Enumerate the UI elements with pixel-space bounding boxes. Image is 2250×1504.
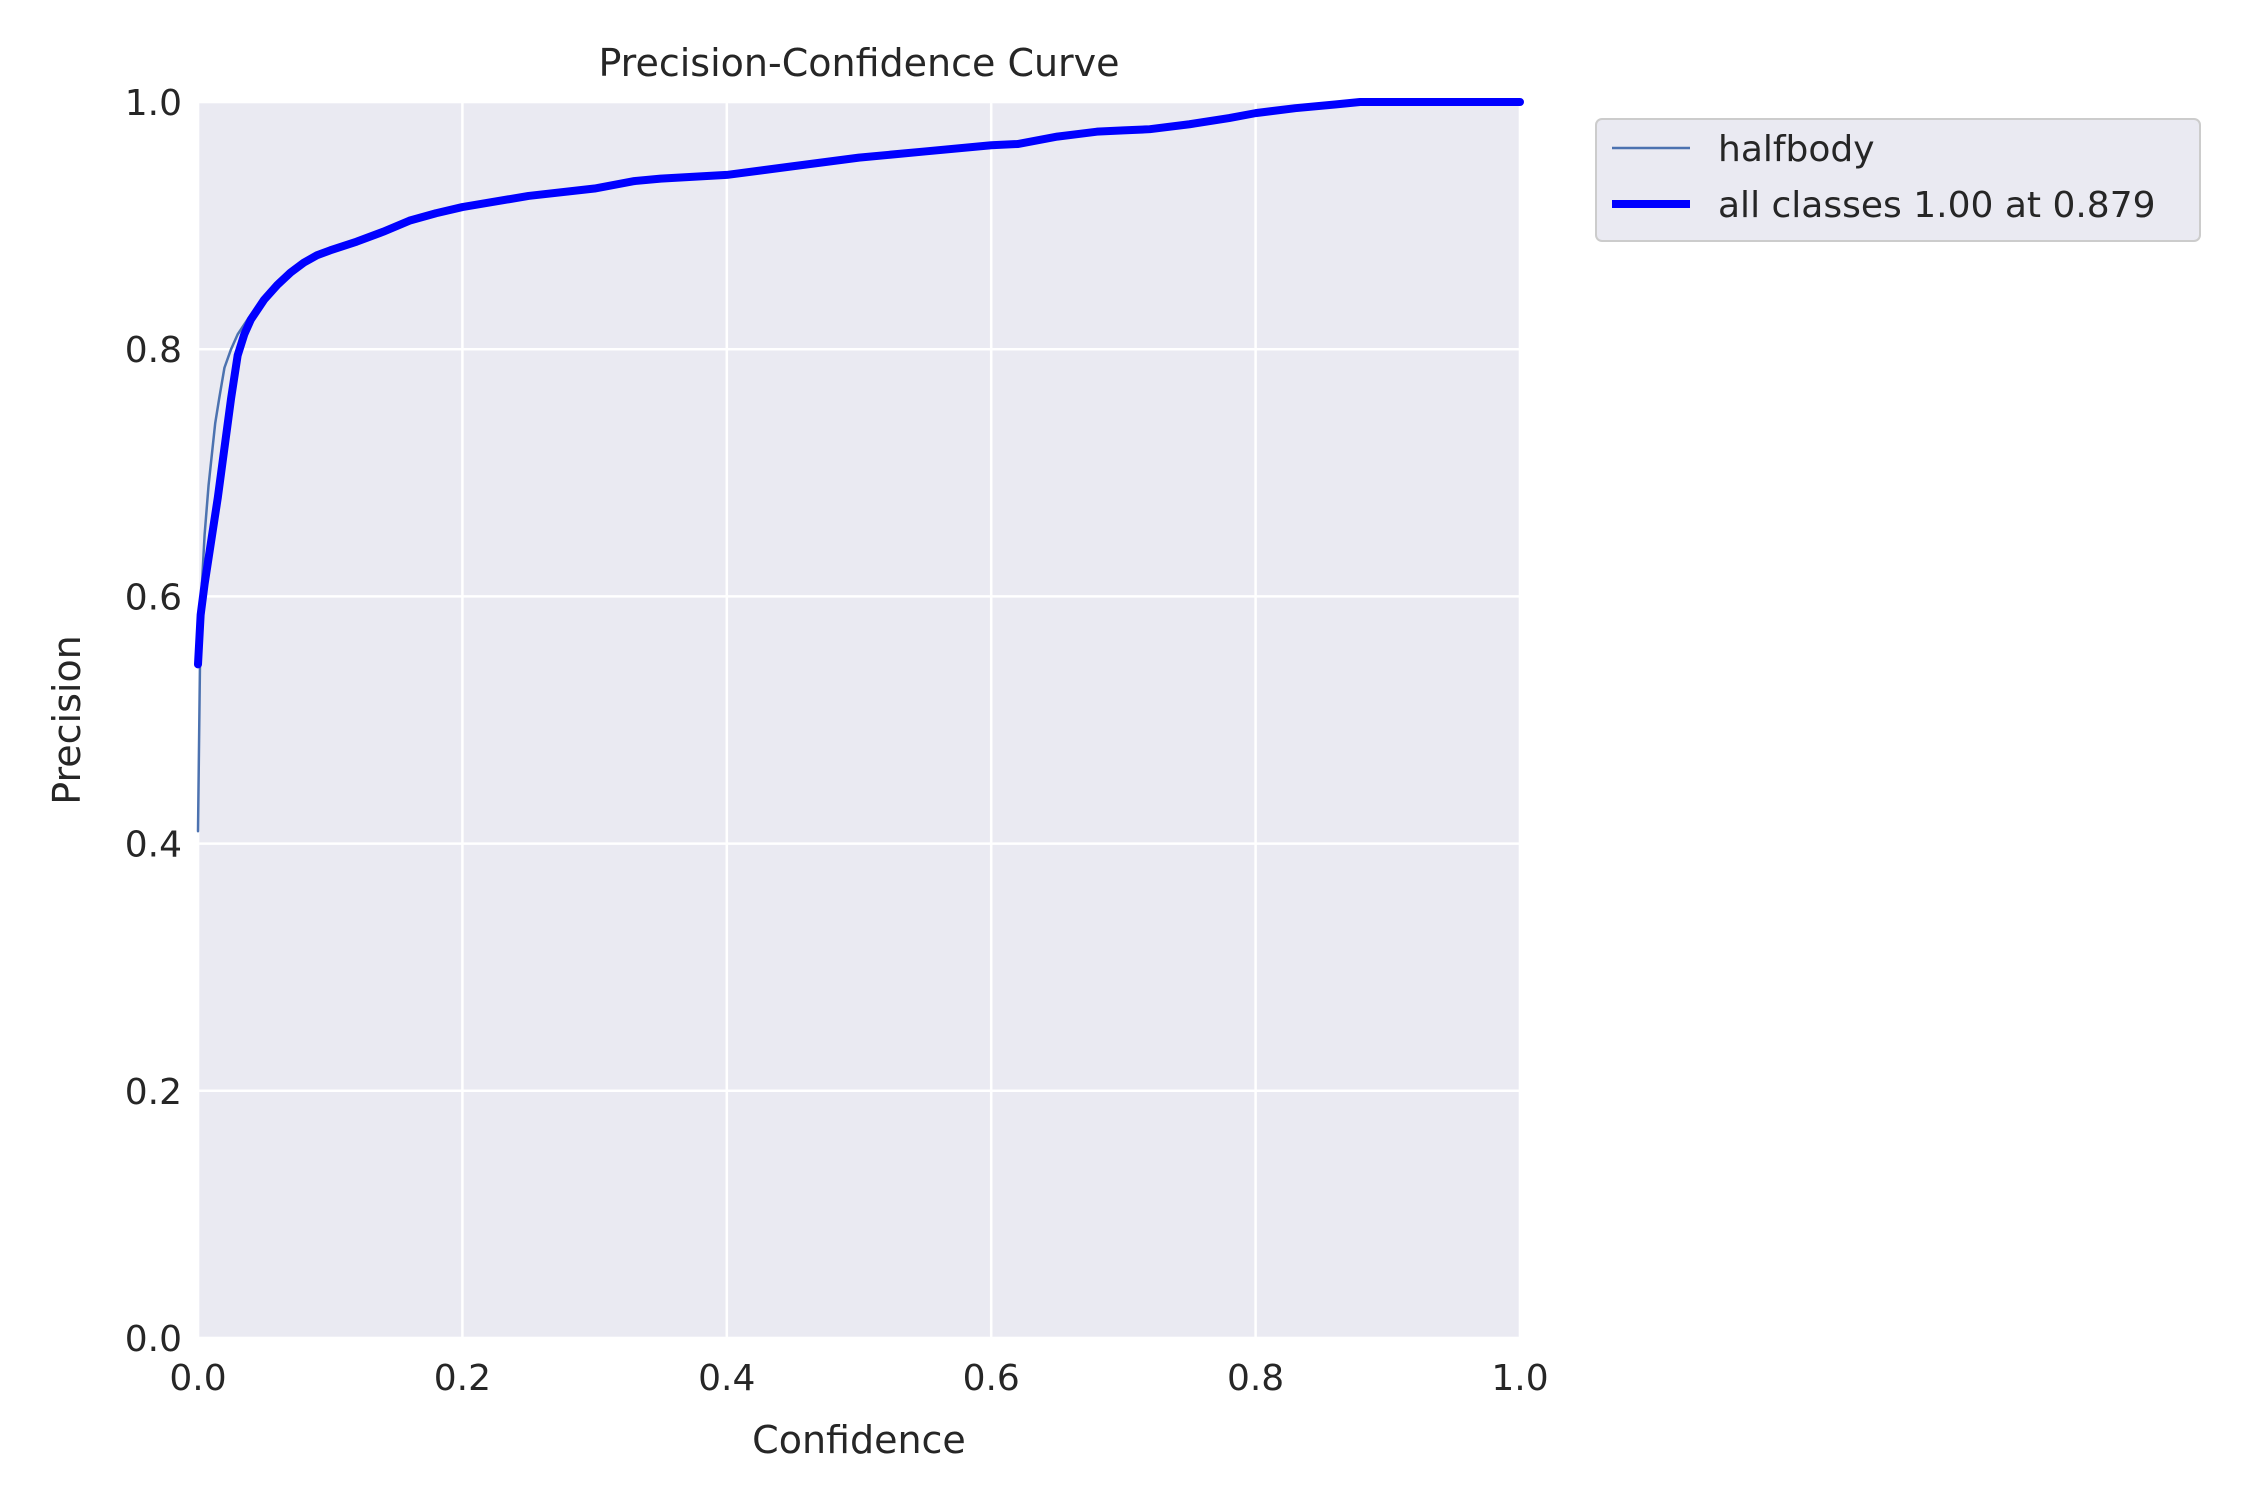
y-axis-label: Precision: [45, 635, 89, 805]
series-line-all-classes: [194, 98, 1524, 669]
y-tick-label: 0.8: [125, 330, 182, 371]
x-axis-label: Confidence: [752, 1418, 966, 1462]
y-tick-label: 0.0: [125, 1319, 182, 1360]
legend-label-halfbody: halfbody: [1718, 129, 1875, 170]
x-tick-labels: 0.0 0.2 0.4 0.6 0.8 1.0: [169, 1358, 1548, 1399]
x-tick-label: 0.0: [169, 1358, 226, 1399]
chart-title: Precision-Confidence Curve: [598, 41, 1119, 85]
x-tick-label: 0.4: [698, 1358, 755, 1399]
x-tick-label: 0.2: [434, 1358, 491, 1399]
y-tick-label: 1.0: [125, 83, 182, 124]
legend-box: [1595, 118, 2201, 242]
y-tick-labels: 0.0 0.2 0.4 0.6 0.8 1.0: [125, 83, 182, 1360]
y-tick-label: 0.2: [125, 1072, 182, 1113]
plot-area: [198, 102, 1520, 1338]
legend: halfbody all classes 1.00 at 0.879: [1595, 118, 2201, 242]
series-lines: [194, 98, 1524, 833]
grid-lines: [196, 100, 1522, 1340]
y-tick-label: 0.4: [125, 825, 182, 866]
x-tick-label: 0.8: [1227, 1358, 1284, 1399]
y-tick-label: 0.6: [125, 577, 182, 618]
legend-label-all-classes: all classes 1.00 at 0.879: [1718, 185, 2156, 226]
x-tick-label: 0.6: [963, 1358, 1020, 1399]
x-tick-label: 1.0: [1491, 1358, 1548, 1399]
